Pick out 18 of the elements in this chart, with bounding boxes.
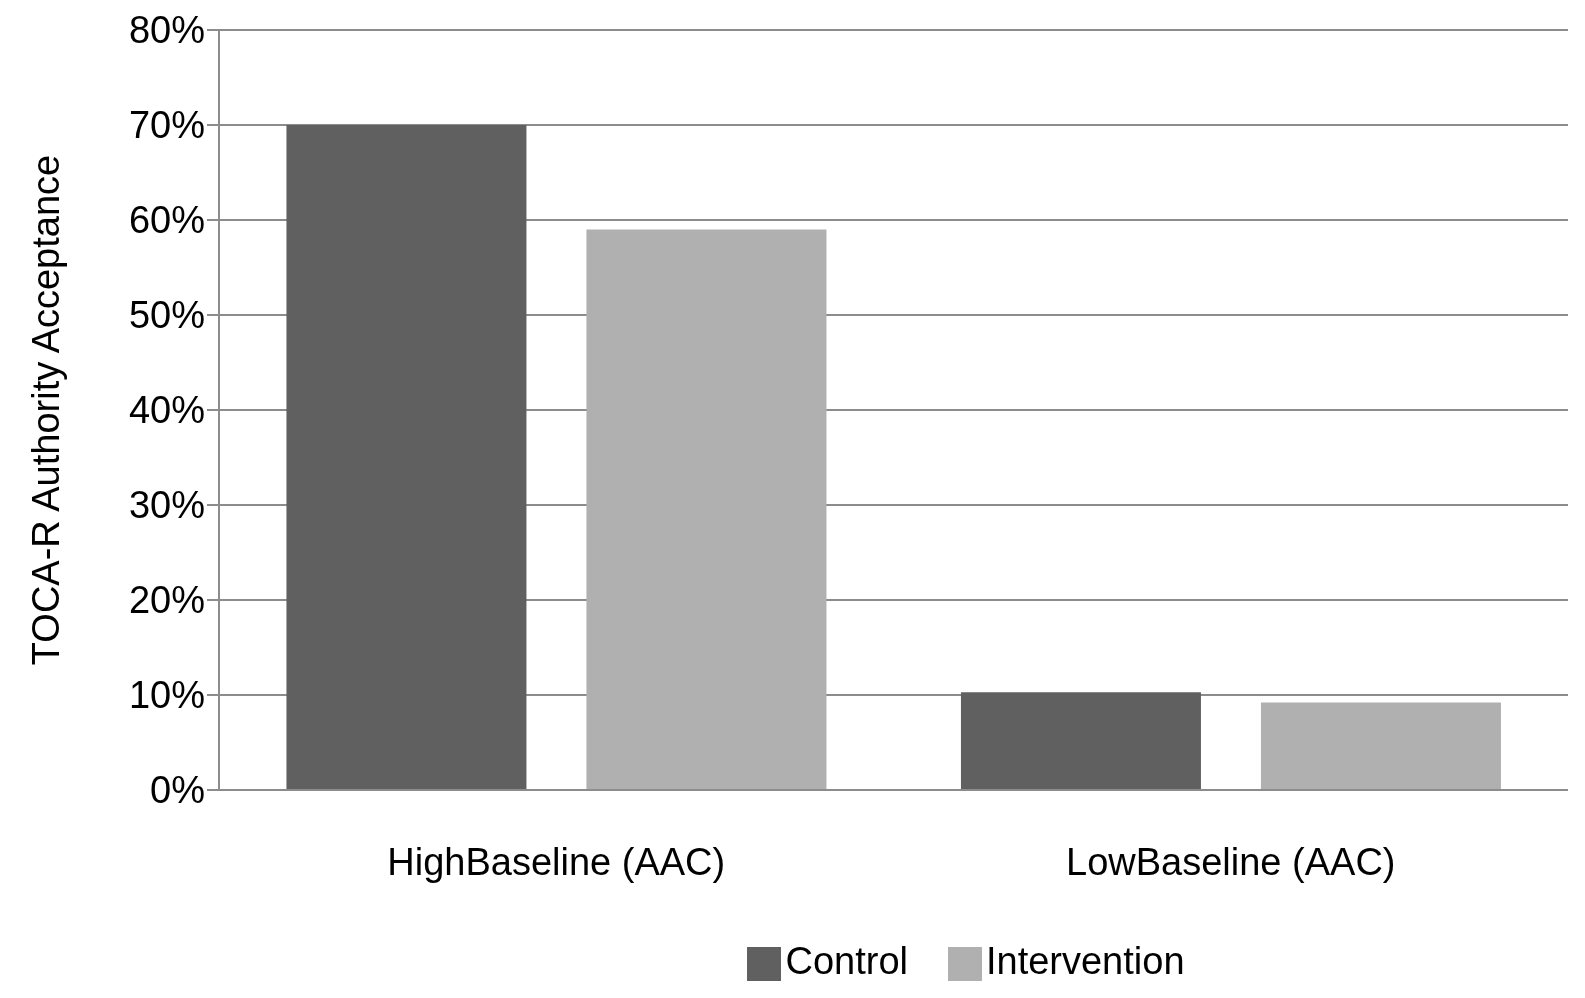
bar [960, 692, 1201, 790]
y-tick-label: 0% [150, 769, 205, 812]
bar [286, 125, 527, 790]
y-tick-label: 20% [128, 579, 205, 622]
y-tick-label: 40% [128, 389, 205, 432]
x-tick-label: LowBaseline (AAC) [1066, 840, 1396, 883]
y-tick-label: 70% [128, 104, 205, 147]
bar [1260, 702, 1501, 790]
y-tick-label: 60% [128, 199, 205, 242]
y-tick-label: 30% [128, 484, 205, 527]
y-tick-label: 10% [128, 674, 205, 717]
y-tick-label: 80% [128, 9, 205, 52]
legend-label: Control [785, 940, 908, 982]
legend-label: Intervention [985, 940, 1185, 982]
x-tick-label: HighBaseline (AAC) [387, 840, 726, 883]
y-tick-label: 50% [128, 294, 205, 337]
y-axis-title: TOCA-R Authority Acceptance [25, 154, 68, 666]
bar [586, 229, 827, 790]
